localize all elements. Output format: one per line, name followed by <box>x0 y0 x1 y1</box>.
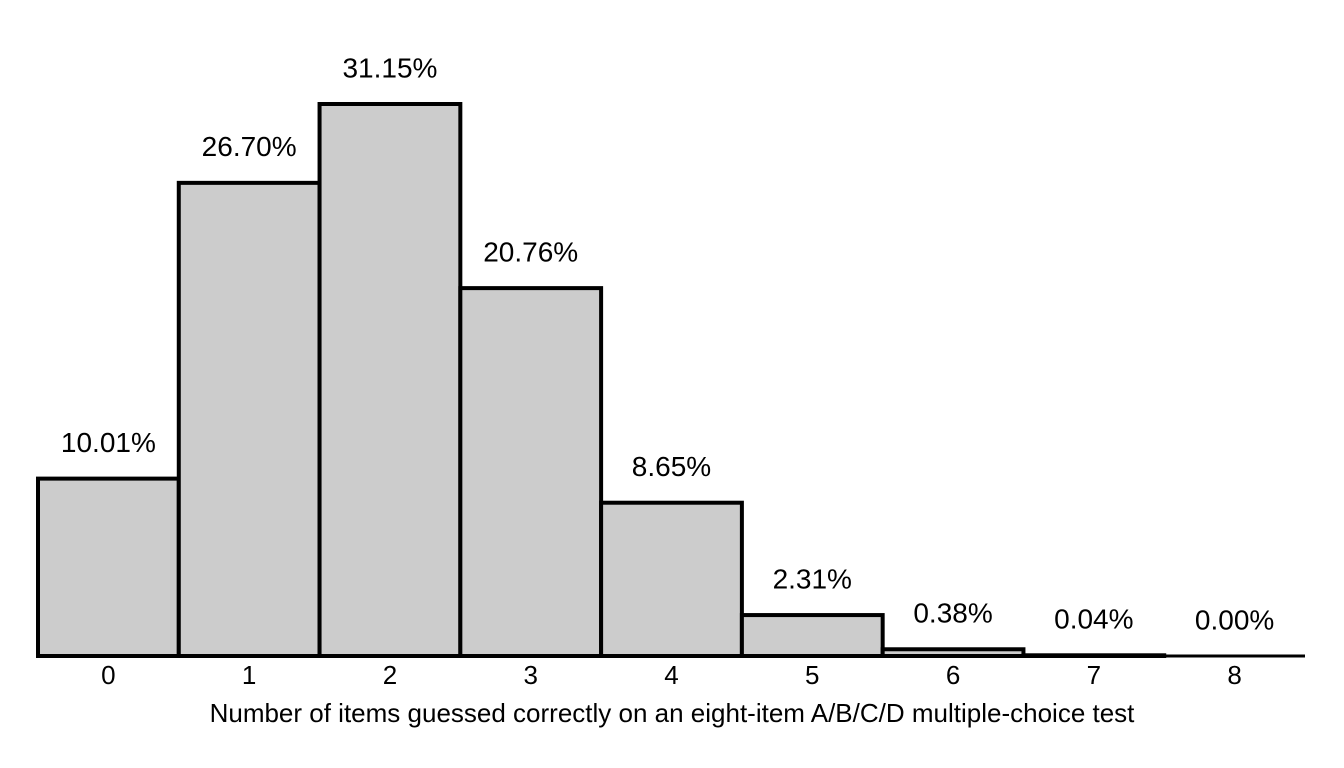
x-tick-label: 4 <box>664 660 678 690</box>
value-label: 10.01% <box>61 427 156 458</box>
x-tick-label: 7 <box>1087 660 1101 690</box>
bar <box>599 500 744 658</box>
x-tick-label: 6 <box>946 660 960 690</box>
value-label: 26.70% <box>202 131 297 162</box>
value-label: 2.31% <box>773 563 852 594</box>
bar <box>36 476 181 658</box>
value-label: 0.38% <box>913 598 992 629</box>
x-tick-label: 1 <box>242 660 256 690</box>
value-label: 20.76% <box>483 237 578 268</box>
bar <box>739 613 885 659</box>
x-tick-label: 5 <box>805 660 819 690</box>
value-label: 0.00% <box>1195 604 1274 635</box>
x-tick-label: 0 <box>101 660 115 690</box>
x-tick-label: 2 <box>383 660 397 690</box>
bar <box>317 102 463 658</box>
x-tick-label: 3 <box>523 660 537 690</box>
x-axis-title: Number of items guessed correctly on an … <box>210 698 1136 728</box>
value-label: 8.65% <box>632 451 711 482</box>
x-tick-label: 8 <box>1227 660 1241 690</box>
value-label: 31.15% <box>342 52 437 83</box>
bar <box>176 180 322 658</box>
value-label: 0.04% <box>1054 604 1133 635</box>
bar <box>458 286 604 658</box>
